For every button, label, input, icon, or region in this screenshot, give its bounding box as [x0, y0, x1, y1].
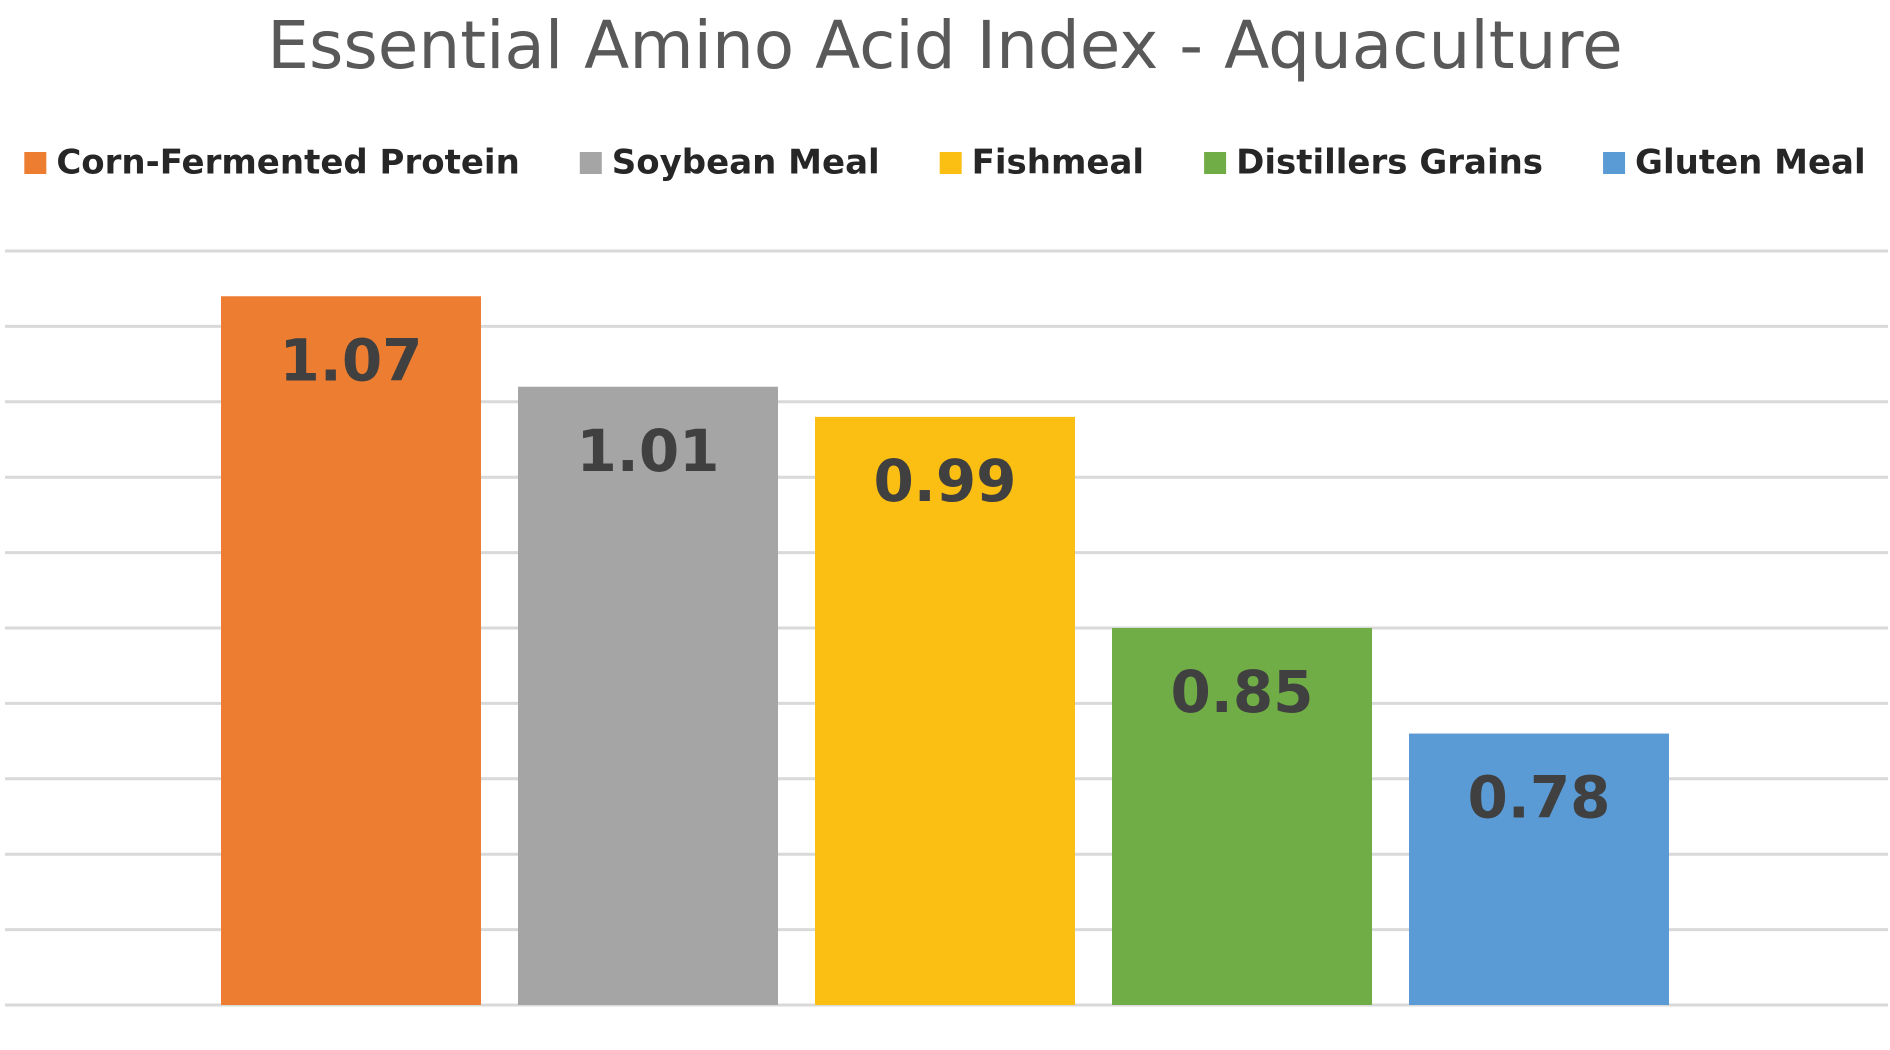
value-label: 1.01 — [576, 417, 719, 485]
legend-label: Fishmeal — [972, 143, 1144, 183]
bar — [518, 386, 778, 1006]
legend: Corn-Fermented Protein Soybean Meal Fishme… — [24, 143, 1866, 183]
legend-swatch — [24, 152, 47, 174]
legend-label: Soybean Meal — [612, 143, 880, 183]
legend-swatch — [1603, 152, 1626, 174]
legend-swatch — [939, 152, 962, 174]
legend-label: Corn-Fermented Protein — [56, 143, 519, 183]
bar — [1409, 733, 1669, 1005]
chart-title: Essential Amino Acid Index - Aquaculture — [267, 7, 1622, 84]
bar — [1112, 628, 1372, 1005]
legend-label: Distillers Grains — [1236, 143, 1543, 183]
value-label: 0.78 — [1467, 764, 1610, 832]
value-label: 0.99 — [873, 447, 1016, 515]
legend-swatch — [1204, 152, 1227, 174]
legend-label: Gluten Meal — [1635, 143, 1866, 183]
bar — [815, 416, 1075, 1005]
value-label: 1.07 — [279, 326, 422, 394]
legend-swatch — [579, 152, 602, 174]
bar — [221, 296, 481, 1005]
value-label: 0.85 — [1170, 658, 1313, 726]
